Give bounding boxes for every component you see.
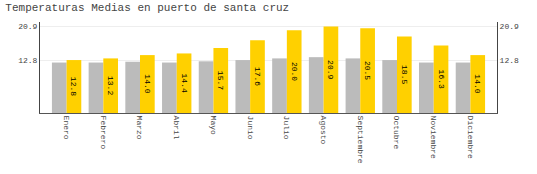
svg-text:Junio: Junio [246, 116, 255, 140]
svg-text:Octubre: Octubre [392, 116, 401, 150]
svg-text:Abril: Abril [172, 116, 181, 140]
svg-text:14.4: 14.4 [180, 74, 189, 93]
svg-text:Temperaturas Medias en puerto: Temperaturas Medias en puerto de santa c… [5, 2, 289, 14]
svg-text:14.0: 14.0 [143, 74, 152, 93]
svg-text:Mayo: Mayo [209, 116, 218, 135]
svg-text:20.9: 20.9 [18, 22, 37, 31]
svg-text:Agosto: Agosto [319, 116, 328, 145]
svg-text:16.3: 16.3 [437, 70, 446, 89]
svg-text:Febrero: Febrero [99, 116, 108, 150]
svg-text:20.9: 20.9 [500, 22, 519, 31]
svg-text:Julio: Julio [282, 116, 291, 140]
svg-text:14.0: 14.0 [473, 74, 482, 93]
svg-text:15.7: 15.7 [216, 71, 225, 90]
svg-text:Septiembre: Septiembre [356, 116, 365, 164]
svg-text:Enero: Enero [62, 116, 71, 140]
svg-text:Diciembre: Diciembre [466, 116, 475, 159]
svg-text:Noviembre: Noviembre [429, 116, 438, 159]
svg-text:20.9: 20.9 [326, 60, 335, 79]
svg-text:20.0: 20.0 [290, 62, 299, 81]
svg-text:12.8: 12.8 [500, 56, 519, 65]
svg-text:Marzo: Marzo [135, 116, 144, 140]
svg-text:12.8: 12.8 [18, 56, 37, 65]
svg-text:18.5: 18.5 [400, 65, 409, 84]
svg-text:20.5: 20.5 [363, 61, 372, 80]
svg-text:12.8: 12.8 [69, 77, 78, 96]
svg-text:13.2: 13.2 [106, 76, 115, 95]
svg-text:17.6: 17.6 [253, 67, 262, 86]
